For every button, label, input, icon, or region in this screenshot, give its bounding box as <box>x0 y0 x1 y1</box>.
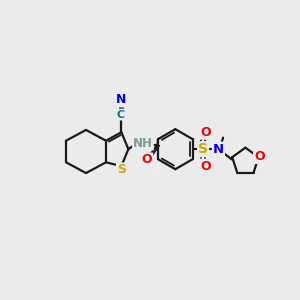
Text: O: O <box>200 126 211 139</box>
Text: S: S <box>198 142 208 156</box>
Text: O: O <box>200 160 211 172</box>
Text: N: N <box>116 93 126 106</box>
Text: O: O <box>254 150 265 163</box>
Text: O: O <box>142 154 152 166</box>
Text: S: S <box>117 164 126 176</box>
Text: N: N <box>213 143 224 156</box>
Text: NH: NH <box>133 136 153 149</box>
Text: C: C <box>117 110 125 119</box>
